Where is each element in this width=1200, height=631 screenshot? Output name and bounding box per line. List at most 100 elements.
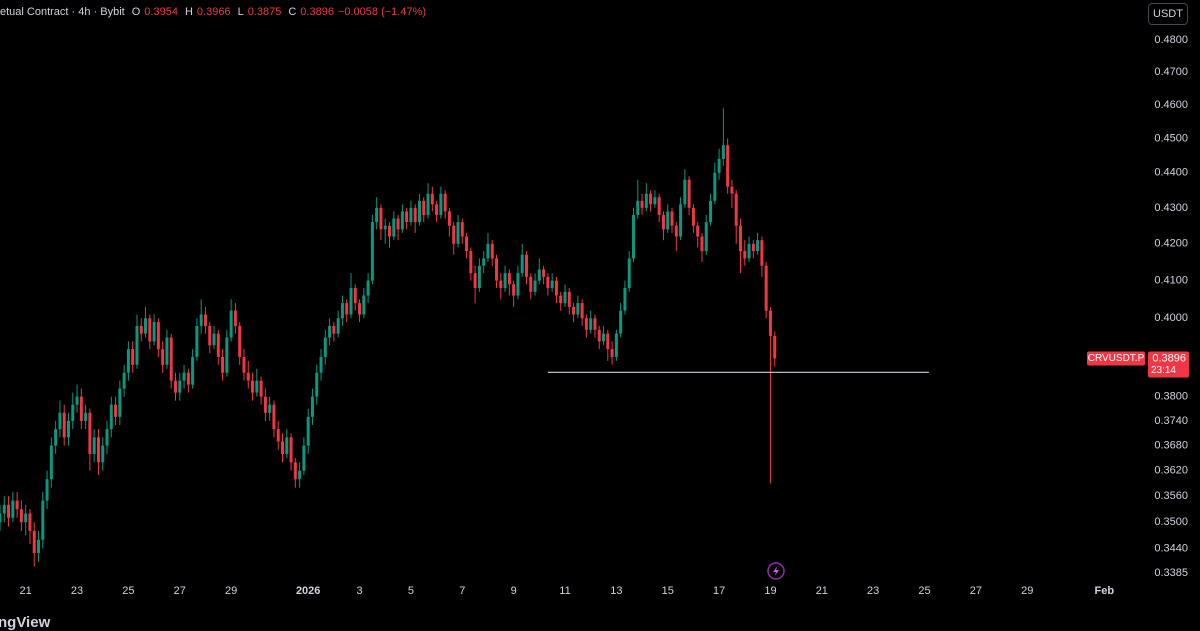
candle-body xyxy=(657,197,661,215)
candle-body xyxy=(122,372,126,389)
countdown: 23:14 xyxy=(1151,365,1176,376)
candle-body xyxy=(717,158,721,173)
candle-body xyxy=(700,236,704,252)
symbol-tag xyxy=(1087,351,1145,366)
candle-body xyxy=(730,186,734,194)
lightning-icon xyxy=(767,562,785,580)
candle-body xyxy=(584,318,588,330)
candle-body xyxy=(41,500,45,540)
candle-body xyxy=(614,333,618,357)
candle-body xyxy=(563,291,567,304)
change: −0.0058 (−1.47%) xyxy=(337,6,427,18)
candle-body xyxy=(118,388,122,417)
candle-body xyxy=(439,193,443,215)
x-tick-label: Feb xyxy=(1095,585,1115,597)
candle-body xyxy=(242,356,246,373)
candle-body xyxy=(353,288,357,304)
ohlc-key: C xyxy=(288,6,297,18)
candle-body xyxy=(640,200,644,208)
x-tick-label: 27 xyxy=(970,585,982,597)
candle-body xyxy=(503,273,507,289)
x-tick-label: 2026 xyxy=(296,585,320,597)
candle-body xyxy=(738,225,742,252)
x-tick-label: 3 xyxy=(356,585,362,597)
candle-body xyxy=(756,240,760,252)
candle-body xyxy=(486,243,490,259)
logo: ngView xyxy=(0,614,51,631)
candle-body xyxy=(268,404,272,413)
candle-body xyxy=(465,236,469,252)
candle-body xyxy=(400,211,404,230)
candle-body xyxy=(546,276,550,289)
candle-body xyxy=(460,222,464,237)
candle-body xyxy=(302,445,306,471)
candle-body xyxy=(413,207,417,223)
candle-body xyxy=(126,349,130,373)
candle-body xyxy=(597,329,601,342)
y-tick-label: 0.4500 xyxy=(1154,132,1188,144)
candle-body xyxy=(216,333,220,357)
candle-body xyxy=(734,193,738,226)
x-tick-label: 21 xyxy=(816,585,828,597)
candle-body xyxy=(336,318,340,334)
candle-body xyxy=(66,420,70,438)
candle-body xyxy=(306,416,310,446)
candle-body xyxy=(161,349,165,365)
x-tick-label: 23 xyxy=(71,585,83,597)
candle-body xyxy=(751,243,755,252)
currency-button[interactable]: USDT xyxy=(1148,3,1188,25)
candle-body xyxy=(37,539,41,554)
candle-body xyxy=(726,145,730,187)
candle-body xyxy=(409,207,413,223)
candle-body xyxy=(593,318,597,330)
y-tick-label: 0.4700 xyxy=(1154,66,1188,78)
candle-body xyxy=(572,306,576,315)
candle-body xyxy=(281,441,284,454)
candle-body xyxy=(289,437,293,463)
candle-body xyxy=(340,303,344,319)
x-tick-label: 7 xyxy=(459,585,465,597)
ohlc-key: O xyxy=(131,6,141,18)
candle-body xyxy=(358,303,362,315)
y-tick-label: 0.3620 xyxy=(1154,465,1188,477)
candle-body xyxy=(435,204,439,215)
candle-body xyxy=(392,218,396,237)
candle-body xyxy=(512,284,516,296)
candle-body xyxy=(208,325,212,346)
candle-body xyxy=(636,200,640,215)
candle-body xyxy=(469,251,473,274)
ohlc-key: L xyxy=(237,6,244,18)
candle-body xyxy=(259,380,263,397)
candle-body xyxy=(691,207,695,226)
candle-body xyxy=(92,437,96,454)
candle-body xyxy=(293,462,297,480)
candle-body xyxy=(760,240,764,266)
candle-body xyxy=(251,380,255,393)
candle-body xyxy=(670,211,674,226)
candle-body xyxy=(62,412,66,438)
candle-body xyxy=(101,445,105,463)
x-tick-label: 27 xyxy=(174,585,186,597)
candle-body xyxy=(165,337,169,365)
candle-body xyxy=(366,280,370,296)
candle-body xyxy=(619,310,623,334)
candle-body xyxy=(559,295,563,304)
icon-bolt xyxy=(773,566,779,576)
candle-body xyxy=(580,303,584,319)
x-tick-label: 17 xyxy=(713,585,725,597)
candle-body xyxy=(182,372,186,381)
candle-body xyxy=(96,437,100,463)
x-tick-label: 13 xyxy=(610,585,622,597)
candle-body xyxy=(49,445,53,480)
y-tick-label: 0.4000 xyxy=(1154,312,1188,324)
y-tick-label: 0.3560 xyxy=(1154,490,1188,502)
candle-body xyxy=(743,251,747,259)
candle-body xyxy=(473,273,477,289)
candle-body xyxy=(768,310,772,336)
candle-body xyxy=(567,291,571,307)
candle-body xyxy=(144,318,148,334)
candle-body xyxy=(178,380,182,393)
candle-body xyxy=(221,356,225,373)
candle-body xyxy=(773,335,777,359)
